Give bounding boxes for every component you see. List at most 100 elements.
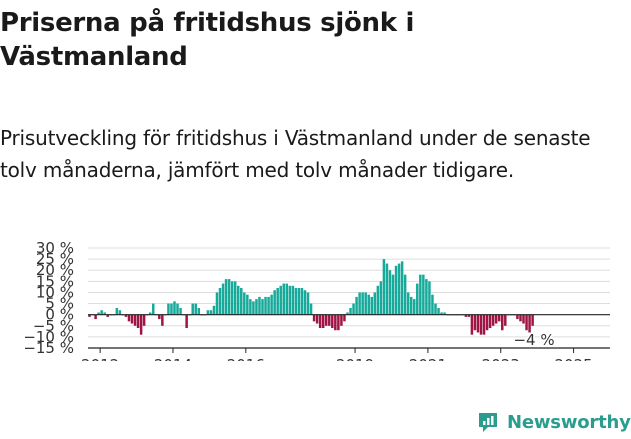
bar: [473, 314, 477, 331]
bar: [422, 274, 425, 315]
bar: [218, 288, 222, 315]
bar: [488, 314, 492, 328]
bar: [142, 314, 146, 326]
bar: [531, 314, 534, 326]
bar: [252, 301, 255, 315]
bar: [443, 312, 446, 315]
chart-subtitle: Prisutveckling för fritidshus i Västmanl…: [0, 126, 591, 182]
bar: [476, 314, 480, 333]
bar: [361, 292, 364, 315]
bar: [236, 285, 240, 315]
bar: [391, 274, 395, 315]
bar: [340, 314, 343, 326]
y-tick-label: −10 %: [23, 328, 74, 346]
bar: [479, 314, 483, 335]
y-tick-label: 10 %: [36, 283, 74, 301]
bar: [409, 296, 413, 315]
bar: [240, 288, 243, 315]
bar: [315, 314, 319, 324]
bar: [136, 314, 140, 328]
bar: [215, 292, 219, 315]
bar: [139, 314, 143, 335]
bar: [303, 290, 307, 315]
bar: [133, 314, 137, 326]
bar: [373, 292, 377, 315]
y-axis-tick-labels: 30 %25 %20 %15 %10 %5 %0 %−5 %−10 %−15 %: [23, 239, 74, 357]
bar: [100, 310, 103, 315]
bar: [352, 303, 355, 315]
bar: [379, 281, 383, 315]
bar: [148, 312, 152, 315]
bar: [343, 314, 346, 322]
y-tick-label: 30 %: [36, 239, 74, 257]
bar: [258, 296, 261, 315]
newsworthy-logo-text: Newsworthy: [507, 411, 631, 433]
y-tick-label: 25 %: [36, 250, 74, 268]
y-tick-label: 5 %: [45, 295, 74, 313]
bar: [158, 314, 161, 320]
bar: [522, 314, 525, 324]
bar: [194, 303, 197, 315]
bar: [118, 310, 122, 315]
bar: [318, 314, 322, 328]
bar: [224, 279, 228, 315]
bar: [300, 288, 304, 315]
bar: [288, 285, 292, 315]
bar: [230, 281, 234, 315]
bar: [321, 314, 325, 328]
bar: [297, 288, 301, 315]
bar: [273, 290, 276, 315]
bar: [516, 314, 519, 320]
x-tick-label: 2025: [554, 356, 592, 361]
bar: [170, 303, 173, 315]
bar: [152, 303, 155, 315]
bar: [267, 296, 270, 315]
bar: [285, 283, 289, 315]
last-value-label: −4 %: [513, 331, 554, 349]
x-axis-ticks: 2012 2014 2016 2019 2021 2023 2025: [81, 348, 593, 361]
bar: [264, 296, 267, 315]
bar: [249, 299, 252, 315]
bar: [176, 303, 179, 315]
bar: [173, 301, 176, 315]
bar: [397, 263, 401, 315]
bar: [127, 314, 131, 322]
bar: [185, 314, 188, 328]
bar: [370, 296, 374, 315]
bar: [331, 314, 334, 328]
bar: [413, 299, 416, 315]
y-tick-label: −15 %: [23, 339, 74, 357]
bar: [161, 314, 164, 326]
bar: [255, 299, 258, 315]
bar: [349, 308, 352, 315]
bar: [270, 294, 273, 315]
y-tick-label: 15 %: [36, 272, 74, 290]
newsworthy-logo: Newsworthy: [476, 409, 631, 435]
bar: [337, 314, 340, 331]
bar: [103, 312, 106, 315]
bar: [482, 314, 486, 335]
bar: [179, 308, 182, 315]
bar: [425, 279, 428, 315]
bar: [309, 303, 313, 315]
bar: [440, 312, 443, 315]
bar: [497, 314, 501, 322]
bar: [294, 288, 298, 315]
bar: [394, 265, 398, 315]
bar: [209, 310, 213, 315]
bar: [246, 294, 249, 315]
bar: [434, 303, 437, 315]
x-tick-label: 2021: [409, 356, 447, 361]
bar: [346, 312, 349, 315]
bar: [376, 285, 380, 315]
bars: [88, 259, 534, 335]
bar: [358, 292, 361, 315]
bar: [419, 274, 422, 315]
bar: [206, 310, 210, 315]
x-tick-label: 2023: [482, 356, 520, 361]
bar: [167, 303, 170, 315]
bar: [406, 292, 410, 315]
bar: [525, 314, 528, 331]
bar: [279, 285, 282, 315]
bar: [94, 314, 97, 320]
